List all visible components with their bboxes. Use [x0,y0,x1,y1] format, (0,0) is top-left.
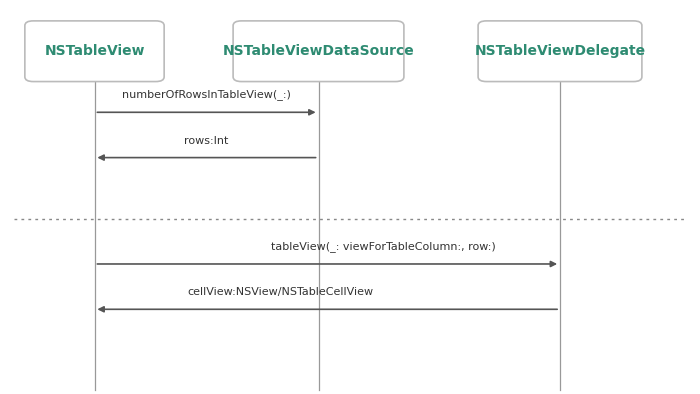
Text: tableView(_: viewForTableColumn:, row:): tableView(_: viewForTableColumn:, row:) [271,241,496,252]
Text: NSTableViewDelegate: NSTableViewDelegate [475,44,645,58]
Text: rows:Int: rows:Int [184,136,229,146]
Text: NSTableViewDataSource: NSTableViewDataSource [223,44,414,58]
FancyBboxPatch shape [478,21,642,82]
FancyBboxPatch shape [25,21,164,82]
Text: cellView:NSView/NSTableCellView: cellView:NSView/NSTableCellView [188,288,374,297]
Text: numberOfRowsInTableView(_:): numberOfRowsInTableView(_:) [122,89,291,100]
Text: NSTableView: NSTableView [44,44,145,58]
FancyBboxPatch shape [233,21,404,82]
